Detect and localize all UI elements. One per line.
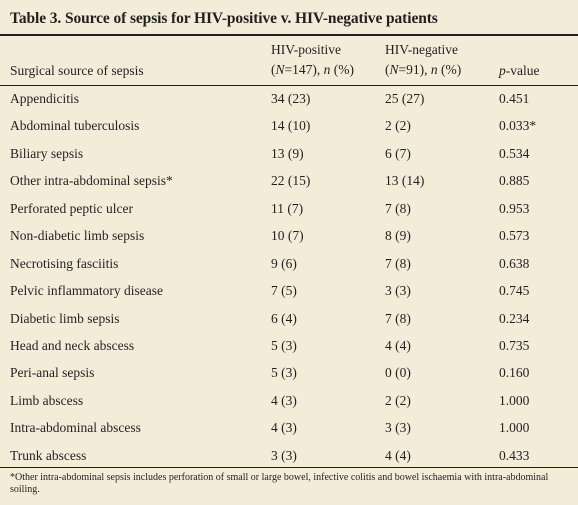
row-hiv-negative: 4 (4)	[385, 447, 411, 463]
bottom-rule	[0, 467, 578, 468]
top-rule	[0, 34, 578, 36]
row-hiv-positive: 14 (10)	[271, 118, 311, 134]
row-hiv-positive: 13 (9)	[271, 145, 304, 161]
row-source: Limb abscess	[10, 392, 84, 408]
row-hiv-positive: 10 (7)	[271, 228, 304, 244]
row-p-value: 0.885	[499, 173, 530, 189]
header-hiv-negative-count: =91),	[398, 62, 431, 77]
row-source: Peri-anal sepsis	[10, 365, 95, 381]
row-hiv-positive: 5 (3)	[271, 365, 297, 381]
row-source: Necrotising fasciitis	[10, 255, 119, 271]
row-p-value: 0.433	[499, 447, 530, 463]
row-p-value: 1.000	[499, 420, 530, 436]
table-row: Head and neck abscess 5 (3) 4 (4) 0.735	[0, 333, 578, 360]
row-hiv-positive: 22 (15)	[271, 173, 311, 189]
header-hiv-negative-line1: HIV-negative	[385, 42, 458, 57]
header-hiv-positive-count: =147),	[284, 62, 324, 77]
header-hiv-positive-pct: (%)	[330, 62, 354, 77]
row-hiv-negative: 7 (8)	[385, 310, 411, 326]
row-p-value: 1.000	[499, 392, 530, 408]
row-source: Other intra-abdominal sepsis*	[10, 173, 173, 189]
header-hiv-negative-pct: (%)	[437, 62, 462, 77]
row-source: Perforated peptic ulcer	[10, 200, 133, 216]
table-row: Peri-anal sepsis 5 (3) 0 (0) 0.160	[0, 360, 578, 387]
table-row: Biliary sepsis 13 (9) 6 (7) 0.534	[0, 141, 578, 168]
header-source: Surgical source of sepsis	[10, 63, 144, 78]
header-hiv-negative-n: n	[430, 62, 438, 77]
row-hiv-positive: 11 (7)	[271, 200, 304, 216]
row-source: Appendicitis	[10, 91, 79, 106]
row-p-value: 0.234	[499, 310, 530, 326]
header-hiv-positive-N: N	[275, 62, 285, 77]
table-row: Trunk abscess 3 (3) 4 (4) 0.433	[0, 443, 578, 470]
header-hiv-negative: HIV-negative (N=91), n (%)	[385, 40, 461, 80]
row-p-value: 0.573	[499, 228, 530, 244]
table-row: Intra-abdominal abscess 4 (3) 3 (3) 1.000	[0, 415, 578, 442]
table-row: Other intra-abdominal sepsis* 22 (15) 13 (…	[0, 168, 578, 195]
row-hiv-negative: 7 (8)	[385, 255, 411, 271]
header-hiv-negative-N: N	[389, 62, 399, 77]
row-p-value: 0.033*	[499, 118, 537, 134]
header-p-value: p-value	[499, 61, 539, 81]
table-row: Non-diabetic limb sepsis 10 (7) 8 (9) 0.573	[0, 223, 578, 250]
row-source: Pelvic inflammatory disease	[10, 283, 163, 299]
table-row: Necrotising fasciitis 9 (6) 7 (8) 0.638	[0, 251, 578, 278]
header-p-rest: -value	[505, 63, 540, 78]
row-source: Head and neck abscess	[10, 337, 135, 353]
row-source: Abdominal tuberculosis	[10, 118, 140, 134]
row-source: Biliary sepsis	[10, 145, 84, 161]
table-body: Appendicitis 34 (23) 25 (27) 0.451 Abdominal…	[0, 86, 578, 470]
row-hiv-negative: 3 (3)	[385, 283, 411, 299]
row-hiv-negative: 7 (8)	[385, 200, 411, 216]
table-row: Diabetic limb sepsis 6 (4) 7 (8) 0.234	[0, 306, 578, 333]
row-p-value: 0.735	[499, 337, 530, 353]
row-hiv-positive: 4 (3)	[271, 392, 297, 408]
row-p-value: 0.638	[499, 255, 530, 271]
row-p-value: 0.745	[499, 283, 530, 299]
row-hiv-negative: 2 (2)	[385, 392, 411, 408]
table-row: Limb abscess 4 (3) 2 (2) 1.000	[0, 388, 578, 415]
header-rule	[0, 85, 578, 86]
row-hiv-negative: 3 (3)	[385, 420, 411, 436]
header-hiv-positive: HIV-positive (N=147), n (%)	[271, 40, 354, 80]
row-hiv-positive: 34 (23)	[271, 91, 311, 106]
row-source: Trunk abscess	[10, 447, 87, 463]
header-hiv-positive-line2: (N=147), n (%)	[271, 62, 354, 77]
row-p-value: 0.953	[499, 200, 530, 216]
row-p-value: 0.451	[499, 91, 530, 106]
table-row: Abdominal tuberculosis 14 (10) 2 (2) 0.033*	[0, 113, 578, 140]
table-row: Perforated peptic ulcer 11 (7) 7 (8) 0.953	[0, 196, 578, 223]
row-p-value: 0.534	[499, 145, 530, 161]
table-footnote: *Other intra-abdominal sepsis includes p…	[10, 472, 549, 495]
row-hiv-positive: 4 (3)	[271, 420, 297, 436]
table-row: Appendicitis 34 (23) 25 (27) 0.451	[0, 86, 578, 113]
header-hiv-positive-n: n	[323, 62, 331, 77]
row-source: Intra-abdominal abscess	[10, 420, 141, 436]
row-hiv-positive: 7 (5)	[271, 283, 297, 299]
row-hiv-negative: 25 (27)	[385, 91, 425, 106]
row-hiv-positive: 9 (6)	[271, 255, 297, 271]
header-hiv-positive-line1: HIV-positive	[271, 42, 341, 57]
row-hiv-negative: 6 (7)	[385, 145, 411, 161]
table-title: Table 3. Source of sepsis for HIV-positi…	[10, 10, 438, 27]
row-hiv-negative: 4 (4)	[385, 337, 411, 353]
table-row: Pelvic inflammatory disease 7 (5) 3 (3) 0.7…	[0, 278, 578, 305]
row-hiv-negative: 13 (14)	[385, 173, 425, 189]
row-hiv-positive: 5 (3)	[271, 337, 297, 353]
row-hiv-positive: 6 (4)	[271, 310, 297, 326]
row-hiv-negative: 0 (0)	[385, 365, 411, 381]
header-hiv-negative-line2: (N=91), n (%)	[385, 62, 462, 77]
row-p-value: 0.160	[499, 365, 530, 381]
row-hiv-positive: 3 (3)	[271, 447, 297, 463]
row-hiv-negative: 2 (2)	[385, 118, 411, 134]
header-p-italic: p	[499, 63, 506, 78]
row-hiv-negative: 8 (9)	[385, 228, 411, 244]
row-source: Non-diabetic limb sepsis	[10, 228, 145, 244]
row-source: Diabetic limb sepsis	[10, 310, 120, 326]
